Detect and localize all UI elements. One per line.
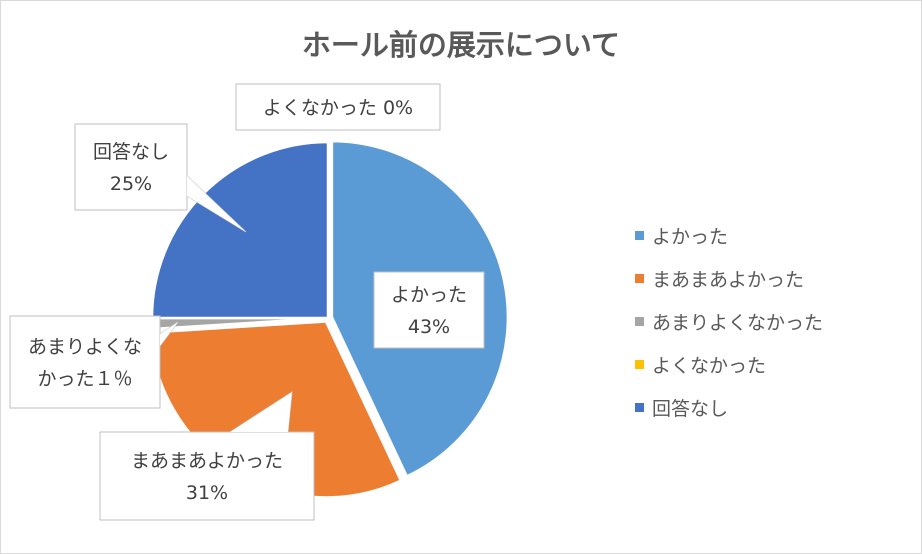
legend-label: よかった bbox=[652, 226, 729, 248]
data-label: 回答なし 25% bbox=[74, 123, 247, 233]
legend-item: よくなかった bbox=[635, 343, 823, 386]
callout-pointer-fill bbox=[230, 392, 292, 432]
data-label-text: よかった bbox=[391, 284, 467, 306]
data-label: よくなかった 0% bbox=[235, 83, 441, 131]
chart-title: ホール前の展示について bbox=[301, 28, 621, 62]
data-label-text: まあまあよかった bbox=[131, 450, 283, 472]
callout-box bbox=[9, 315, 161, 409]
legend-item: 回答なし bbox=[635, 386, 823, 429]
legend-swatch bbox=[635, 317, 644, 326]
data-label-text: かった１％ bbox=[37, 368, 132, 390]
callout-box bbox=[373, 271, 485, 349]
data-label-text: 25% bbox=[110, 173, 152, 195]
legend-swatch bbox=[635, 360, 644, 369]
data-label: よかった 43% bbox=[373, 271, 485, 349]
legend-label: まあまあよかった bbox=[652, 269, 805, 291]
callout-box bbox=[235, 83, 441, 131]
legend-item: まあまあよかった bbox=[635, 257, 823, 300]
legend-swatch bbox=[635, 403, 644, 412]
callout-box bbox=[74, 123, 188, 211]
chart-legend: よかった まあまあよかった あまりよくなかった よくなかった 回答なし bbox=[635, 214, 823, 429]
data-label: まあまあよかった 31% bbox=[99, 391, 315, 521]
legend-label: 回答なし bbox=[652, 398, 729, 420]
data-label-text: よくなかった 0% bbox=[263, 97, 413, 119]
data-label-text: 回答なし bbox=[93, 141, 169, 163]
data-label-text: あまりよくな bbox=[28, 336, 142, 358]
data-label-text: 31% bbox=[186, 482, 228, 504]
callout-pointer-fill bbox=[187, 176, 246, 232]
legend-swatch bbox=[635, 231, 644, 240]
legend-label: よくなかった bbox=[652, 355, 767, 377]
legend-label: あまりよくなかった bbox=[652, 312, 824, 334]
callout-box bbox=[99, 431, 315, 521]
legend-item: あまりよくなかった bbox=[635, 300, 823, 343]
legend-swatch bbox=[635, 274, 644, 283]
data-label-text: 43% bbox=[408, 316, 450, 338]
callout-pointer-fill bbox=[160, 322, 178, 346]
legend-item: よかった bbox=[635, 214, 823, 257]
